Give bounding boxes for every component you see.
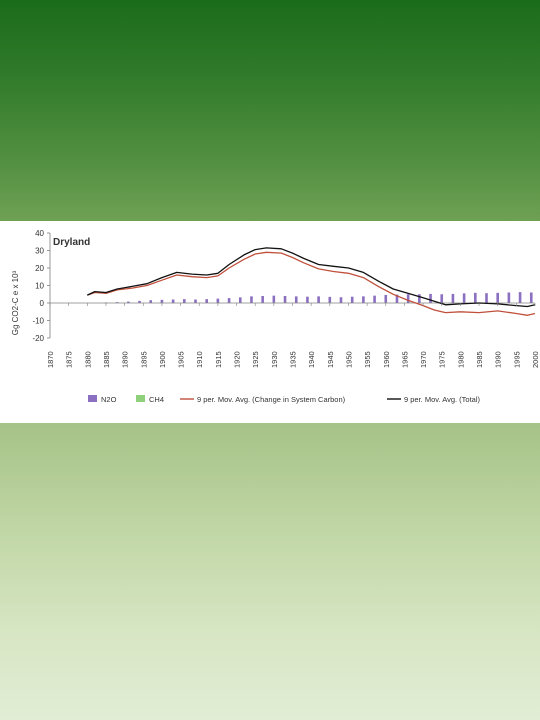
x-tick-label: 1890 bbox=[121, 351, 130, 368]
x-tick-label: 1895 bbox=[139, 351, 148, 368]
y-tick-label: 20 bbox=[35, 264, 44, 273]
system-carbon-line bbox=[87, 251, 536, 316]
y-tick-label: 0 bbox=[40, 299, 45, 308]
n2o-bar bbox=[462, 293, 466, 303]
n2o-bar bbox=[418, 294, 421, 303]
legend-label: 9 per. Mov. Avg. (Total) bbox=[404, 395, 481, 404]
n2o-bar bbox=[440, 294, 444, 303]
x-tick-label: 1915 bbox=[214, 351, 223, 368]
y-tick-label: 10 bbox=[35, 282, 44, 291]
x-tick-label: 1975 bbox=[438, 351, 447, 368]
n2o-bar bbox=[518, 292, 522, 303]
n2o-bar bbox=[149, 300, 153, 303]
n2o-bar bbox=[339, 297, 343, 303]
x-tick-label: 1960 bbox=[382, 351, 391, 368]
n2o-bar bbox=[127, 301, 130, 303]
n2o-bar bbox=[474, 292, 477, 303]
n2o-bar bbox=[283, 296, 287, 303]
x-tick-label: 1980 bbox=[456, 351, 465, 368]
x-tick-label: 1935 bbox=[289, 351, 298, 368]
n2o-bar bbox=[115, 302, 119, 303]
x-tick-label: 1930 bbox=[270, 351, 279, 368]
x-tick-label: 1880 bbox=[83, 351, 92, 368]
x-tick-label: 1970 bbox=[419, 351, 428, 368]
legend-label: CH4 bbox=[149, 395, 164, 404]
x-tick-label: 1875 bbox=[65, 351, 74, 368]
n2o-bar bbox=[350, 296, 354, 303]
n2o-bar bbox=[384, 294, 388, 303]
n2o-bar bbox=[171, 299, 175, 303]
n2o-bar bbox=[507, 292, 511, 303]
x-tick-label: 1910 bbox=[195, 351, 204, 368]
n2o-bar bbox=[317, 296, 320, 303]
chart-title: Dryland bbox=[53, 237, 90, 248]
x-tick-label: 1870 bbox=[46, 351, 55, 368]
n2o-bar bbox=[496, 292, 499, 303]
n2o-bar bbox=[216, 298, 220, 303]
n2o-bar bbox=[406, 294, 410, 303]
x-tick-label: 1955 bbox=[363, 351, 372, 368]
n2o-bar bbox=[250, 296, 253, 303]
n2o-bar bbox=[362, 296, 365, 303]
x-tick-label: 1990 bbox=[494, 351, 503, 368]
x-tick-label: 1965 bbox=[400, 351, 409, 368]
x-tick-label: 2000 bbox=[531, 351, 540, 368]
legend-label: N2O bbox=[101, 395, 117, 404]
n2o-bar bbox=[328, 296, 332, 303]
y-tick-label: 30 bbox=[35, 247, 44, 256]
n2o-bar bbox=[160, 299, 164, 303]
y-axis-label: Gg CO2-C e x 10³ bbox=[11, 270, 20, 335]
n2o-bar bbox=[395, 294, 399, 303]
n2o-bar bbox=[138, 300, 141, 303]
n2o-bar bbox=[238, 297, 242, 303]
n2o-bar bbox=[306, 296, 309, 303]
total-line bbox=[87, 247, 536, 308]
n2o-bar bbox=[373, 295, 376, 303]
x-tick-label: 1995 bbox=[512, 351, 521, 368]
legend-swatch bbox=[88, 395, 97, 402]
x-tick-label: 1950 bbox=[344, 351, 353, 368]
n2o-bar bbox=[194, 299, 197, 303]
chart: -20 -10 0 10 20 30 40 1870 1875 1880 1885 1890 1895… bbox=[11, 229, 540, 404]
n2o-bar bbox=[451, 293, 455, 303]
n2o-bar bbox=[272, 295, 276, 303]
x-tick-label: 1905 bbox=[177, 351, 186, 368]
x-tick-label: 1920 bbox=[233, 351, 242, 368]
x-tick-label: 1985 bbox=[475, 351, 484, 368]
n2o-bar bbox=[485, 293, 488, 303]
x-tick-label: 1940 bbox=[307, 351, 316, 368]
y-tick-label: 40 bbox=[35, 229, 44, 238]
n2o-bar bbox=[529, 292, 533, 303]
legend-label: 9 per. Mov. Avg. (Change in System Carbo… bbox=[197, 395, 346, 404]
n2o-bar bbox=[205, 299, 208, 303]
x-tick-label: 1925 bbox=[251, 351, 260, 368]
legend-swatch bbox=[136, 395, 145, 402]
x-tick-label: 1885 bbox=[102, 351, 111, 368]
x-tick-label: 1945 bbox=[326, 351, 335, 368]
n2o-bar bbox=[227, 298, 231, 303]
y-tick-label: -20 bbox=[32, 334, 44, 343]
n2o-bar bbox=[261, 296, 264, 303]
n2o-bar bbox=[183, 299, 186, 303]
n2o-bar bbox=[294, 296, 298, 303]
chart-panel: -20 -10 0 10 20 30 40 1870 1875 1880 1885 1890 1895… bbox=[0, 221, 540, 423]
y-tick-label: -10 bbox=[32, 317, 44, 326]
n2o-bar bbox=[429, 293, 432, 303]
legend: N2O CH4 9 per. Mov. Avg. (Change in System… bbox=[88, 395, 481, 404]
x-tick-label: 1900 bbox=[158, 351, 167, 368]
